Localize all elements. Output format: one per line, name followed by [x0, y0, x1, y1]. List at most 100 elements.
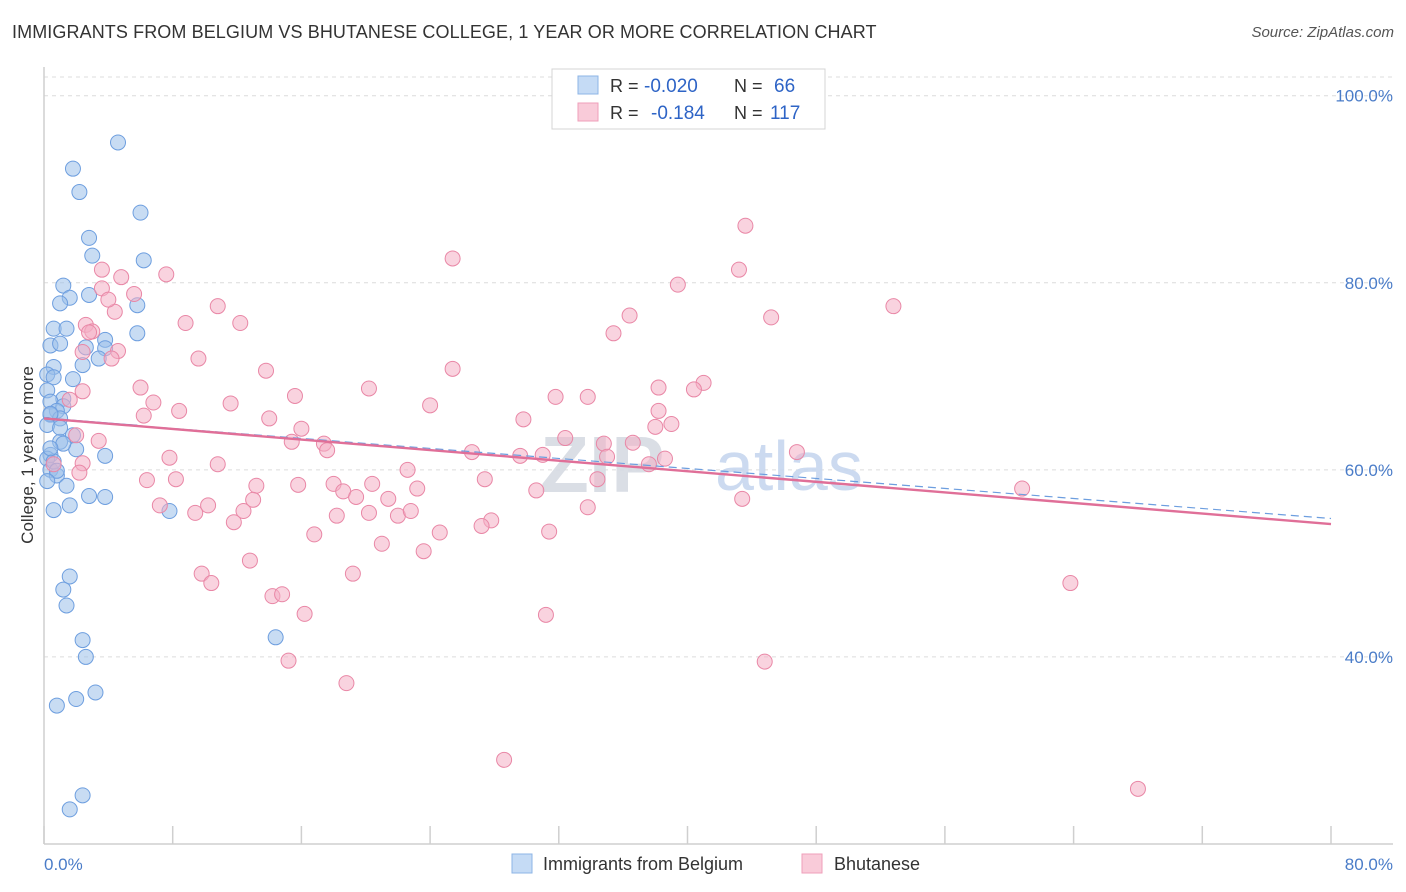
- y-tick-label-1: 60.0%: [1345, 461, 1393, 480]
- bhutanese-point-98: [415, 543, 432, 560]
- bhutanese-point-68: [167, 471, 184, 488]
- bhutanese-point-69: [476, 471, 493, 488]
- bhutanese-point-94: [306, 526, 323, 543]
- bhutanese-point-100: [193, 565, 210, 582]
- belgium-point-9: [81, 286, 98, 303]
- belgium-point-4: [81, 229, 98, 246]
- bhutanese-point-43: [515, 411, 532, 428]
- belgium-point-1: [64, 160, 81, 177]
- bhutanese-point-40: [650, 402, 667, 419]
- bhutanese-point-1: [444, 250, 461, 267]
- bhutanese-point-111: [496, 751, 513, 768]
- bhutanese-point-19: [605, 325, 622, 342]
- belgium-point-13: [58, 320, 75, 337]
- bhutanese-point-28: [360, 380, 377, 397]
- belgium-point-47: [61, 568, 78, 585]
- watermark: ZIP atlas: [540, 420, 863, 509]
- stats-swatch-belgium: [577, 75, 599, 95]
- bhutanese-point-84: [235, 503, 252, 520]
- bhutanese-point-115: [45, 456, 62, 473]
- bhutanese-point-14: [177, 315, 194, 332]
- bhutanese-point-95: [431, 524, 448, 541]
- bhutanese-point-5: [158, 266, 175, 283]
- bhutanese-point-23: [190, 350, 207, 367]
- y-tick-label-2: 80.0%: [1345, 274, 1393, 293]
- stats-n-value-1: 66: [774, 76, 795, 97]
- source-label: Source: ZipAtlas.com: [1251, 24, 1394, 41]
- bhutanese-point-110: [338, 675, 355, 692]
- bhutanese-point-81: [734, 490, 751, 507]
- bhutanese-point-65: [399, 461, 416, 478]
- grid-lines: [44, 76, 1393, 658]
- bhutanese-point-39: [171, 402, 188, 419]
- bhutanese-point-27: [132, 379, 149, 396]
- belgium-point-0: [110, 134, 127, 151]
- bhutanese-point-3: [93, 261, 110, 278]
- x-tick-label-1: 80.0%: [1345, 855, 1393, 874]
- bhutanese-point-71: [248, 477, 265, 494]
- bhutanese-point-46: [293, 420, 310, 437]
- stats-swatch-bhutanese: [577, 102, 599, 122]
- belgium-point-10: [52, 295, 69, 312]
- bhutanese-point-79: [380, 490, 397, 507]
- belgium-point-6: [135, 252, 152, 269]
- trend-belgium-dashed: [137, 425, 1332, 520]
- bhutanese-point-75: [409, 480, 426, 497]
- chart-title: IMMIGRANTS FROM BELGIUM VS BHUTANESE COL…: [12, 22, 877, 42]
- bhutanese-point-37: [222, 395, 239, 412]
- bhutanese-point-67: [138, 472, 155, 489]
- bhutanese-point-15: [232, 315, 249, 332]
- bhutanese-point-25: [258, 362, 275, 379]
- stats-n-label-1: N =: [734, 76, 763, 96]
- bhutanese-point-64: [788, 444, 805, 461]
- bhutanese-point-107: [537, 606, 554, 623]
- bhutanese-point-13: [763, 309, 780, 326]
- bhutanese-point-109: [756, 653, 773, 670]
- stats-box: R = -0.020 N = 66 R = -0.184 N = 117: [551, 68, 826, 130]
- belgium-point-17: [52, 335, 69, 352]
- bhutanese-point-62: [209, 456, 226, 473]
- stats-n-label-2: N =: [734, 103, 763, 123]
- belgium-point-43: [97, 488, 114, 505]
- y-tick-label-3: 100.0%: [1335, 87, 1393, 106]
- bhutanese-point-44: [663, 416, 680, 433]
- bhutanese-point-22: [103, 350, 120, 367]
- bhutanese-point-2: [730, 261, 747, 278]
- belgium-point-50: [267, 629, 284, 646]
- belgium-point-56: [74, 787, 91, 804]
- belgium-point-51: [74, 632, 91, 649]
- belgium-point-5: [84, 247, 101, 264]
- bhutanese-point-66: [71, 464, 88, 481]
- belgium-point-14: [129, 325, 146, 342]
- bhutanese-point-60: [161, 449, 178, 466]
- bhutanese-point-45: [647, 418, 664, 435]
- x-tick-label-0: 0.0%: [44, 855, 83, 874]
- bhutanese-point-33: [547, 388, 564, 405]
- belgium-point-42: [81, 488, 98, 505]
- bhutanese-point-8: [126, 286, 143, 303]
- belgium-point-3: [132, 204, 149, 221]
- bhutanese-point-21: [74, 343, 91, 360]
- bhutanese-point-106: [296, 605, 313, 622]
- bhutanese-point-113: [1014, 480, 1031, 497]
- belgium-point-52: [77, 648, 94, 665]
- stats-r-value-2: -0.184: [651, 103, 705, 124]
- bhutanese-point-59: [656, 450, 673, 467]
- bhutanese-point-114: [100, 291, 117, 308]
- stats-r-label-2: R =: [610, 103, 639, 123]
- belgium-point-64: [52, 419, 69, 436]
- bhutanese-point-99: [241, 552, 258, 569]
- legend-label-belgium: Immigrants from Belgium: [543, 854, 743, 874]
- bhutanese-point-50: [283, 433, 300, 450]
- trend-bhutanese: [43, 417, 1332, 526]
- bhutanese-point-52: [595, 435, 612, 452]
- legend-swatch-bhutanese: [801, 853, 823, 874]
- bhutanese-point-103: [1062, 575, 1079, 592]
- belgium-point-55: [48, 697, 65, 714]
- bhutanese-point-82: [151, 497, 168, 514]
- bhutanese-point-83: [200, 497, 217, 514]
- y-tick-label-0: 40.0%: [1345, 648, 1393, 667]
- bhutanese-point-10: [885, 298, 902, 315]
- belgium-point-41: [58, 477, 75, 494]
- bhutanese-point-97: [373, 535, 390, 552]
